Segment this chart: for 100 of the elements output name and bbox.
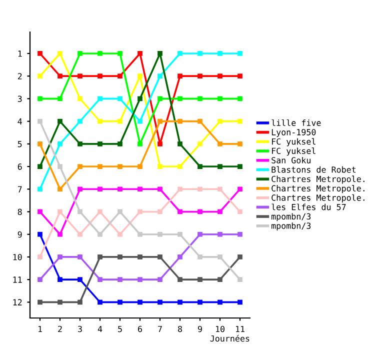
point — [138, 186, 142, 192]
point — [38, 232, 42, 237]
point — [198, 300, 202, 305]
x-tick-label: 10 — [216, 326, 224, 332]
point — [238, 300, 242, 305]
y-tick-label: 9 — [18, 231, 22, 238]
legend-label: Chartres Metropole. — [272, 176, 364, 184]
point — [218, 254, 222, 260]
point — [78, 277, 82, 282]
point — [218, 277, 222, 282]
point — [118, 232, 122, 237]
point — [238, 96, 242, 102]
point — [138, 300, 142, 305]
point — [198, 254, 202, 260]
point — [158, 209, 162, 214]
point — [158, 118, 162, 124]
legend-label: San Goku — [272, 156, 310, 164]
point — [138, 277, 142, 282]
point — [38, 209, 42, 214]
point — [238, 186, 242, 192]
point — [58, 118, 62, 124]
point — [138, 118, 142, 124]
point — [98, 232, 102, 237]
point — [238, 141, 242, 146]
point — [38, 74, 42, 79]
point — [158, 96, 162, 102]
legend-label: Lyon-1950 — [272, 129, 316, 137]
point — [158, 51, 162, 56]
point — [238, 74, 242, 79]
point — [238, 51, 242, 56]
point — [118, 254, 122, 260]
point — [138, 51, 142, 56]
point — [138, 164, 142, 169]
point — [98, 254, 102, 260]
point — [38, 164, 42, 169]
point — [118, 300, 122, 305]
point — [238, 254, 242, 260]
y-tick-label: 5 — [18, 141, 22, 148]
point — [78, 254, 82, 260]
point — [178, 118, 182, 124]
point — [38, 277, 42, 282]
point — [198, 74, 202, 79]
point — [58, 209, 62, 214]
point — [118, 96, 122, 102]
y-tick-label: 11 — [13, 276, 22, 283]
point — [238, 164, 242, 169]
point — [118, 277, 122, 282]
y-tick-label: 7 — [18, 186, 22, 192]
x-tick-label: 5 — [118, 326, 122, 332]
point — [178, 277, 182, 282]
x-tick-label: 2 — [58, 326, 62, 332]
point — [198, 277, 202, 282]
point — [178, 96, 182, 102]
point — [98, 186, 102, 192]
legend-label: mpombn/3 — [272, 222, 311, 231]
point — [58, 232, 62, 237]
point — [38, 186, 42, 192]
point — [78, 164, 82, 169]
point — [178, 186, 182, 192]
point — [118, 51, 122, 56]
point — [58, 51, 62, 56]
point — [218, 51, 222, 56]
point — [118, 141, 122, 146]
point — [78, 51, 82, 56]
point — [178, 164, 182, 169]
legend-label: les Elfes du 57 — [272, 204, 346, 210]
point — [58, 164, 62, 169]
point — [98, 300, 102, 305]
point — [78, 300, 82, 305]
point — [218, 141, 222, 146]
point — [178, 254, 182, 260]
point — [178, 51, 182, 56]
y-tick-label: 3 — [18, 96, 22, 102]
legend-label: lille five — [272, 119, 321, 126]
point — [78, 96, 82, 102]
point — [218, 164, 222, 169]
point — [158, 164, 162, 169]
point — [138, 254, 142, 260]
x-tick-label: 7 — [158, 326, 162, 332]
point — [218, 209, 222, 214]
y-tick-label: 12 — [13, 299, 22, 306]
point — [98, 164, 102, 169]
x-tick-label: 3 — [78, 326, 82, 332]
point — [158, 300, 162, 305]
point — [218, 232, 222, 237]
point — [198, 96, 202, 102]
point — [198, 164, 202, 169]
x-tick-label: 9 — [198, 326, 202, 332]
point — [138, 141, 142, 146]
point — [178, 300, 182, 305]
point — [218, 186, 222, 192]
y-tick-label: 6 — [18, 164, 22, 170]
y-tick-label: 1 — [18, 50, 22, 57]
x-axis-title: Journées — [210, 334, 250, 342]
point — [38, 118, 42, 124]
y-tick-label: 8 — [18, 208, 22, 216]
point — [158, 186, 162, 192]
point — [138, 96, 142, 102]
x-tick-label: 8 — [178, 326, 182, 332]
point — [98, 277, 102, 282]
